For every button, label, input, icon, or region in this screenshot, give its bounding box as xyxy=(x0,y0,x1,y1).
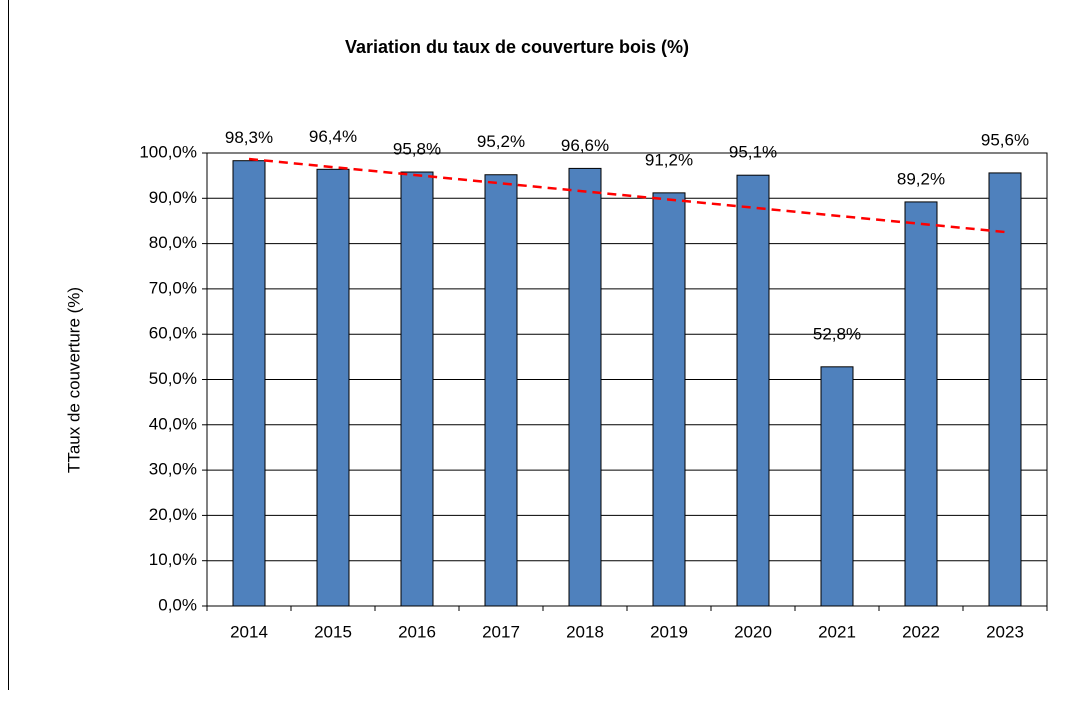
bar xyxy=(232,160,266,607)
y-tick-label: 20,0% xyxy=(149,505,197,524)
x-tick-label: 2018 xyxy=(566,622,604,641)
chart-title: Variation du taux de couverture bois (%) xyxy=(345,37,689,57)
bar xyxy=(652,192,686,607)
y-tick-label: 40,0% xyxy=(149,414,197,433)
x-tick-label: 2015 xyxy=(314,622,352,641)
trend-line xyxy=(248,157,1006,234)
y-tick-label: 90,0% xyxy=(149,188,197,207)
data-label: 89,2% xyxy=(897,169,945,188)
data-label: 96,6% xyxy=(561,136,609,155)
x-tick-label: 2014 xyxy=(230,622,268,641)
data-label: 96,4% xyxy=(309,127,357,146)
bar xyxy=(400,171,434,607)
bar xyxy=(736,174,770,607)
x-tick-label: 2021 xyxy=(818,622,856,641)
x-tick-label: 2020 xyxy=(734,622,772,641)
y-tick-label: 100,0% xyxy=(139,142,197,161)
y-tick-label: 70,0% xyxy=(149,278,197,297)
y-axis-label: TTaux de couverture (%) xyxy=(64,287,83,473)
bar xyxy=(988,172,1022,607)
data-label: 95,8% xyxy=(393,140,441,159)
y-tick-label: 80,0% xyxy=(149,233,197,252)
x-tick-label: 2019 xyxy=(650,622,688,641)
y-tick-label: 0,0% xyxy=(158,595,197,614)
x-tick-label: 2017 xyxy=(482,622,520,641)
bar xyxy=(316,168,350,607)
y-tick-label: 60,0% xyxy=(149,324,197,343)
data-label: 91,2% xyxy=(645,150,693,169)
data-label: 95,2% xyxy=(477,132,525,151)
data-label: 52,8% xyxy=(813,324,861,343)
y-tick-label: 30,0% xyxy=(149,460,197,479)
y-tick-label: 50,0% xyxy=(149,369,197,388)
x-tick-label: 2022 xyxy=(902,622,940,641)
y-tick-label: 10,0% xyxy=(149,550,197,569)
bar xyxy=(568,167,602,607)
data-label: 95,6% xyxy=(981,130,1029,149)
data-label: 98,3% xyxy=(225,128,273,147)
bar xyxy=(484,174,518,607)
bar xyxy=(820,366,854,607)
x-tick-label: 2023 xyxy=(986,622,1024,641)
data-label: 95,1% xyxy=(729,143,777,162)
x-tick-label: 2016 xyxy=(398,622,436,641)
bar xyxy=(904,201,938,607)
